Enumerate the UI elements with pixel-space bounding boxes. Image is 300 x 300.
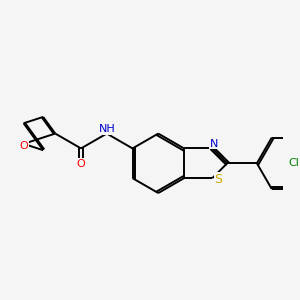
Text: O: O bbox=[19, 141, 28, 151]
Text: S: S bbox=[214, 173, 223, 186]
Text: O: O bbox=[76, 159, 85, 169]
Text: Cl: Cl bbox=[288, 158, 299, 168]
Text: NH: NH bbox=[99, 124, 116, 134]
Text: N: N bbox=[210, 139, 218, 148]
